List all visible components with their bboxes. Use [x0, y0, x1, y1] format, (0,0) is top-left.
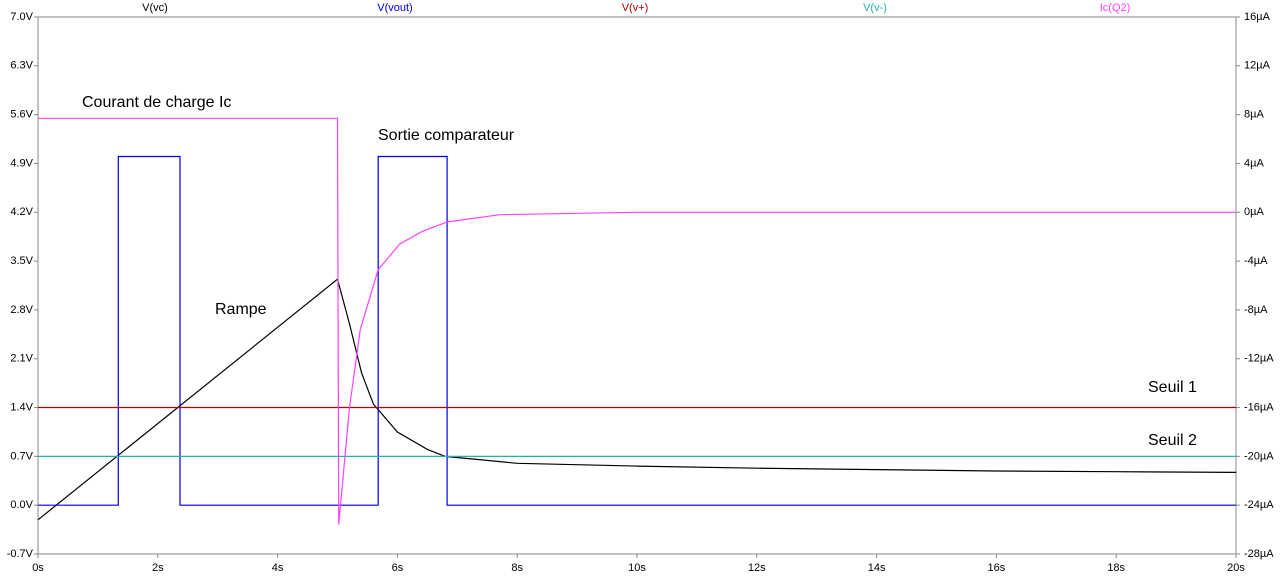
- legend-entry: V(v-): [863, 2, 887, 14]
- y-tick-label: 7.0V: [10, 11, 33, 23]
- y-tick-label: 2.8V: [10, 304, 33, 316]
- x-tick-label: 6s: [392, 562, 404, 574]
- x-tick-label: 10s: [628, 562, 646, 574]
- annotation: Sortie comparateur: [378, 127, 515, 144]
- y-tick-label: 3.5V: [10, 255, 33, 267]
- y2-tick-label: 16µA: [1244, 11, 1271, 23]
- y2-tick-label: -28µA: [1244, 548, 1274, 560]
- x-tick-label: 8s: [511, 562, 523, 574]
- y2-tick-label: 0µA: [1244, 206, 1264, 218]
- y2-tick-label: -24µA: [1244, 499, 1274, 511]
- y2-tick-label: -16µA: [1244, 401, 1274, 413]
- y-tick-label: 0.7V: [10, 450, 33, 462]
- y2-tick-label: -8µA: [1244, 304, 1268, 316]
- y2-tick-label: -12µA: [1244, 353, 1274, 365]
- y-tick-label: 0.0V: [10, 499, 33, 511]
- annotation: Courant de charge Ic: [82, 94, 231, 111]
- x-tick-label: 14s: [868, 562, 886, 574]
- y-tick-label: 6.3V: [10, 60, 33, 72]
- legend-entry: V(v+): [622, 2, 649, 14]
- y-tick-label: 2.1V: [10, 353, 33, 365]
- x-tick-label: 2s: [152, 562, 164, 574]
- x-tick-label: 18s: [1107, 562, 1125, 574]
- y2-tick-label: 12µA: [1244, 60, 1271, 72]
- legend-entry: V(vout): [377, 2, 412, 14]
- x-tick-label: 12s: [748, 562, 766, 574]
- x-tick-label: 0s: [32, 562, 44, 574]
- x-tick-label: 16s: [988, 562, 1006, 574]
- y2-tick-label: -4µA: [1244, 255, 1268, 267]
- x-tick-label: 20s: [1227, 562, 1245, 574]
- legend-entry: Ic(Q2): [1100, 2, 1131, 14]
- y2-tick-label: 4µA: [1244, 157, 1264, 169]
- y2-tick-label: 8µA: [1244, 109, 1264, 121]
- series-line: [38, 117, 1236, 525]
- y-tick-label: -0.7V: [7, 548, 34, 560]
- legend-entry: V(vc): [142, 2, 168, 14]
- y-tick-label: 1.4V: [10, 401, 33, 413]
- x-tick-label: 4s: [272, 562, 284, 574]
- annotation: Seuil 1: [1148, 379, 1197, 396]
- y2-tick-label: -20µA: [1244, 450, 1274, 462]
- y-tick-label: 4.9V: [10, 157, 33, 169]
- y-tick-label: 4.2V: [10, 206, 33, 218]
- annotation: Seuil 2: [1148, 432, 1197, 449]
- annotation: Rampe: [215, 301, 267, 318]
- series-line: [38, 155, 1236, 506]
- y-tick-label: 5.6V: [10, 109, 33, 121]
